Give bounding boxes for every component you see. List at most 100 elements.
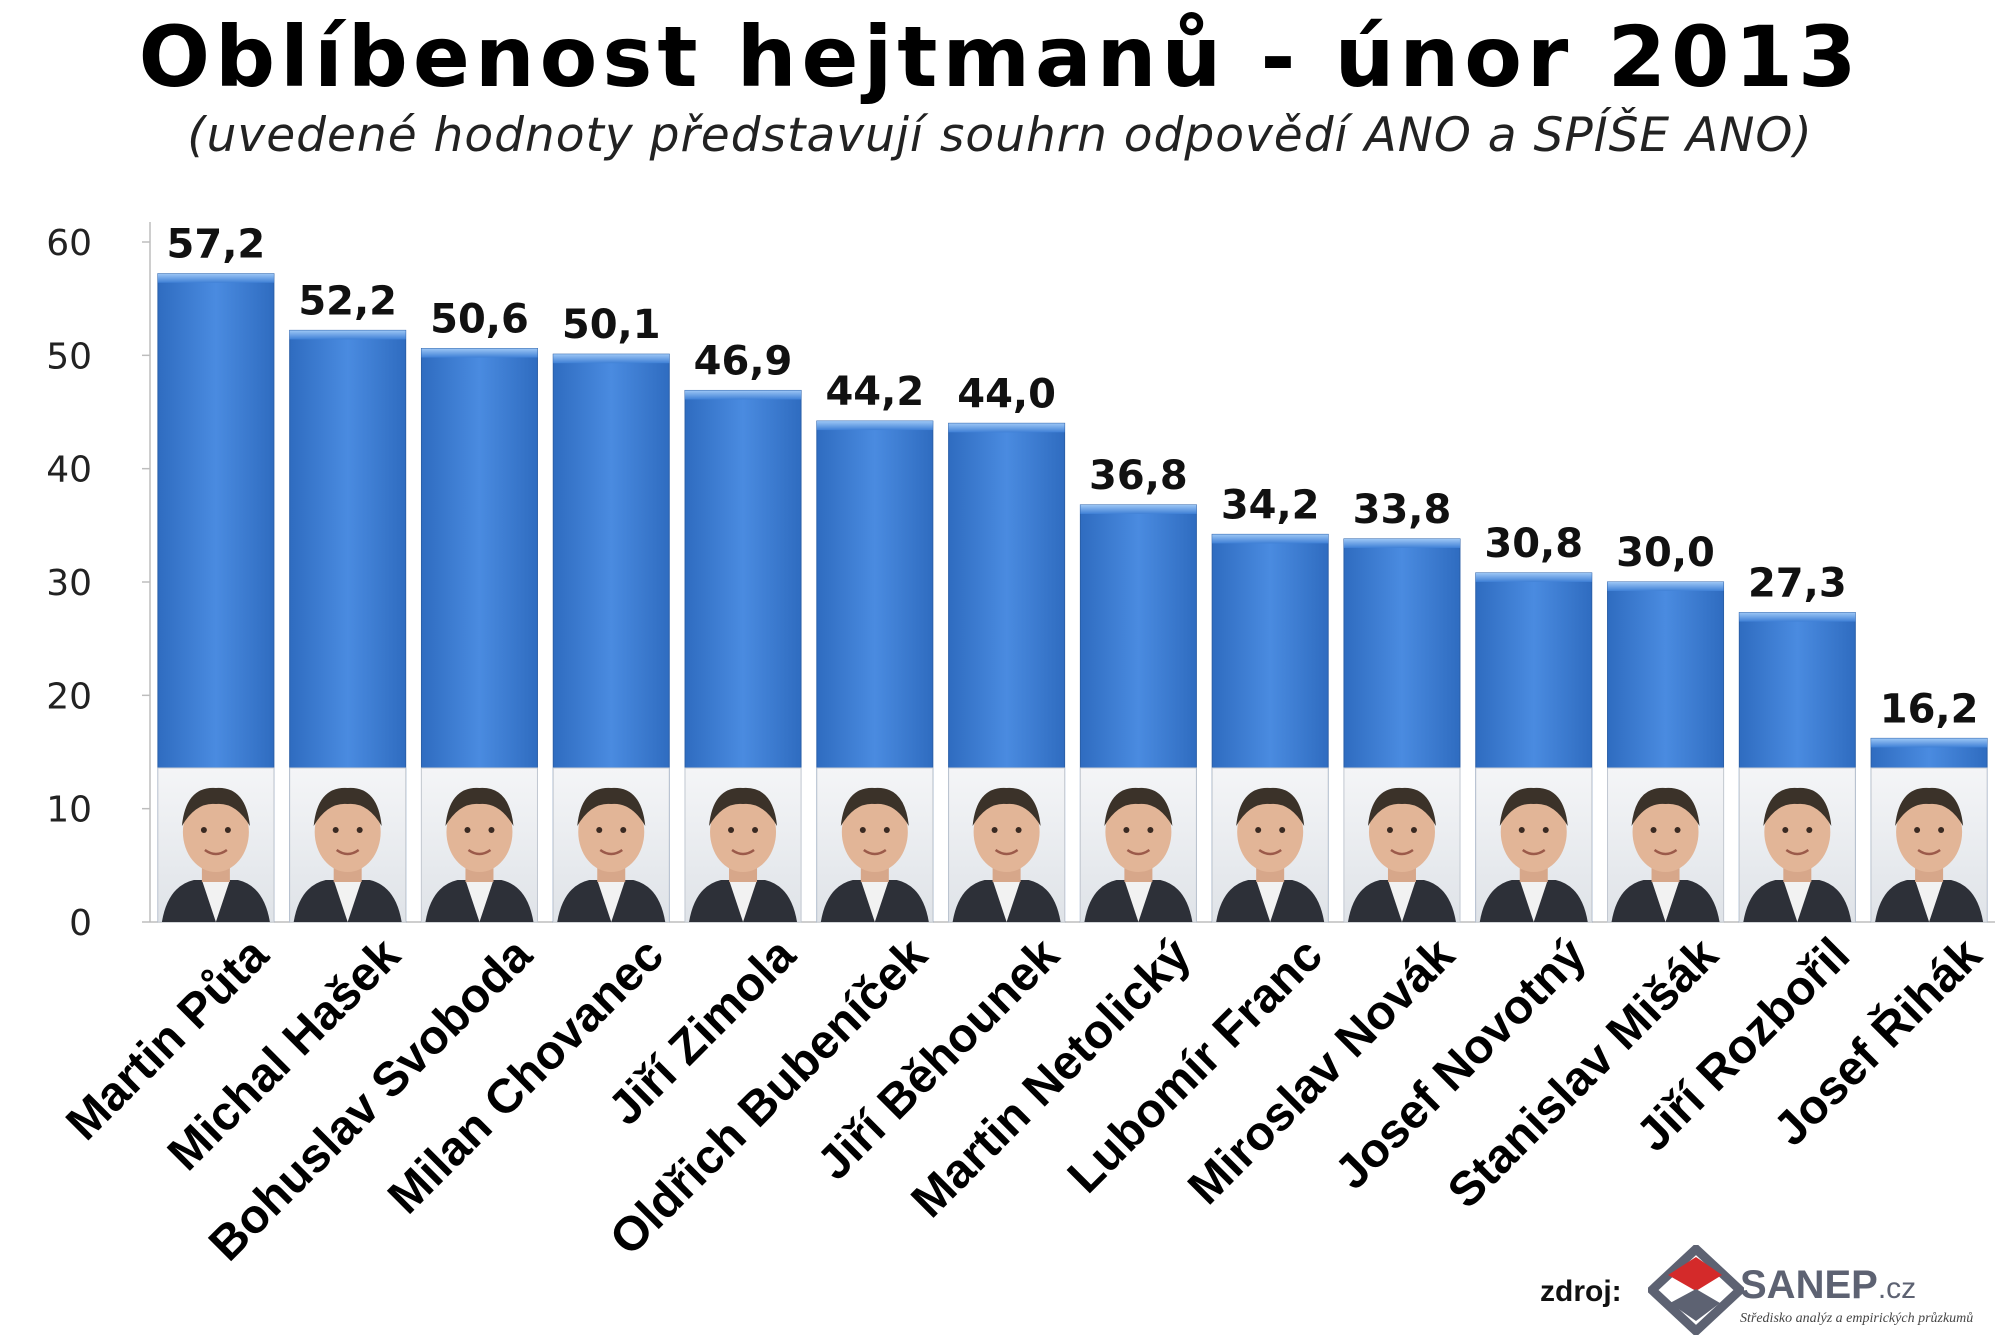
- portrait-eye: [1410, 827, 1417, 833]
- portrait-shirt: [1651, 880, 1680, 922]
- portrait-eye: [488, 827, 495, 833]
- portrait-hair: [1236, 787, 1305, 826]
- person-portrait-icon: [1475, 767, 1593, 923]
- y-tick-label: 20: [46, 676, 92, 717]
- value-label: 30,0: [1616, 530, 1715, 576]
- portrait-eye: [991, 827, 998, 833]
- person-portrait-icon: [289, 767, 407, 923]
- portrait-eye: [859, 827, 866, 833]
- bar-cap: [948, 423, 1065, 433]
- bar-cap: [1080, 504, 1197, 514]
- brand-tagline: Středisko analýz a empirických průzkumů: [1740, 1311, 1974, 1326]
- chart-subtitle: (uvedené hodnoty představují souhrn odpo…: [187, 108, 1813, 163]
- portrait-eye: [1806, 827, 1813, 833]
- person-portrait-icon: [1211, 767, 1329, 923]
- portrait-mouth: [1917, 848, 1941, 856]
- y-tick-label: 60: [46, 223, 92, 264]
- portrait-eye: [1914, 827, 1921, 833]
- portrait-face: [182, 792, 249, 872]
- portrait-hair: [1104, 787, 1173, 826]
- bar-cap: [1212, 534, 1329, 544]
- portrait-eye: [464, 827, 471, 833]
- portrait-eye: [1123, 827, 1130, 833]
- y-tick-label: 0: [69, 903, 92, 944]
- portrait-shirt: [1387, 880, 1416, 922]
- category-label: Jiří Běhounek: [807, 928, 1069, 1190]
- person-portrait-icon: [1870, 767, 1988, 923]
- sanep-brand[interactable]: SANEP.cz: [1740, 1263, 1916, 1308]
- portrait-eye: [1650, 827, 1657, 833]
- bar-group: [420, 348, 538, 923]
- bar-group: [816, 420, 934, 923]
- person-portrait-icon: [1607, 767, 1725, 923]
- bar-group: [1079, 504, 1197, 923]
- portrait-eye: [332, 827, 339, 833]
- portrait-shirt: [1783, 880, 1812, 922]
- value-label: 30,8: [1484, 521, 1583, 567]
- bar-group: [1211, 533, 1329, 923]
- portrait-mouth: [1126, 848, 1151, 856]
- bar-cap: [289, 330, 406, 340]
- portrait-hair: [1367, 787, 1436, 826]
- portrait-mouth: [1390, 848, 1414, 856]
- portrait-eye: [224, 827, 231, 833]
- portrait-eye: [1279, 827, 1286, 833]
- bar-group: [552, 353, 670, 923]
- value-label: 50,6: [430, 297, 529, 343]
- portrait-face: [973, 792, 1040, 872]
- bar-cap: [157, 273, 274, 283]
- source-footer: zdroj: SANEP.cz Středisko analýz a empir…: [1540, 1245, 2000, 1335]
- portrait-eye: [1938, 827, 1945, 833]
- sanep-logo-icon[interactable]: [1648, 1245, 1744, 1335]
- value-label: 52,2: [298, 278, 397, 324]
- portrait-shirt: [465, 880, 494, 922]
- portrait-hair: [1499, 787, 1568, 826]
- bar-group: [948, 422, 1066, 923]
- portrait-mouth: [994, 848, 1019, 856]
- portrait-shirt: [729, 880, 758, 922]
- bar-cap: [1343, 538, 1460, 548]
- bar-group: [289, 329, 407, 923]
- bar-group: [1738, 612, 1856, 923]
- portrait-hair: [1895, 787, 1964, 826]
- portrait-face: [314, 792, 381, 872]
- portrait-eye: [1015, 827, 1022, 833]
- portrait-face: [1500, 792, 1567, 872]
- value-label: 27,3: [1748, 561, 1847, 607]
- bar-cap: [685, 390, 802, 400]
- bar-group: [1475, 572, 1593, 923]
- portrait-hair: [972, 787, 1041, 826]
- value-label: 46,9: [694, 338, 793, 384]
- brand-name: SANEP: [1740, 1263, 1878, 1307]
- portrait-shirt: [992, 880, 1021, 922]
- value-label: 57,2: [167, 222, 266, 268]
- bars: [157, 273, 1988, 923]
- portrait-face: [841, 792, 908, 872]
- portrait-mouth: [599, 848, 623, 856]
- bar-cap: [1871, 738, 1988, 748]
- bar-cap: [1739, 612, 1856, 622]
- value-label: 50,1: [562, 302, 661, 348]
- y-tick-label: 50: [46, 336, 92, 377]
- portrait-mouth: [863, 848, 887, 856]
- person-portrait-icon: [1343, 767, 1461, 923]
- portrait-hair: [840, 787, 909, 826]
- portrait-shirt: [1519, 880, 1548, 922]
- portrait-eye: [356, 827, 363, 833]
- value-label: 36,8: [1089, 453, 1188, 499]
- person-portrait-icon: [157, 767, 275, 923]
- bar-group: [1343, 538, 1461, 923]
- portrait-mouth: [1522, 848, 1546, 856]
- portrait-shirt: [1256, 880, 1285, 922]
- value-label: 34,2: [1221, 482, 1320, 528]
- brand-tld: .cz: [1877, 1272, 1917, 1305]
- portrait-face: [1105, 792, 1172, 872]
- y-tick-label: 40: [46, 450, 92, 491]
- portrait-eye: [596, 827, 603, 833]
- portrait-shirt: [597, 880, 626, 922]
- portrait-shirt: [1915, 880, 1944, 922]
- portrait-face: [1368, 792, 1435, 872]
- portrait-face: [1764, 792, 1831, 872]
